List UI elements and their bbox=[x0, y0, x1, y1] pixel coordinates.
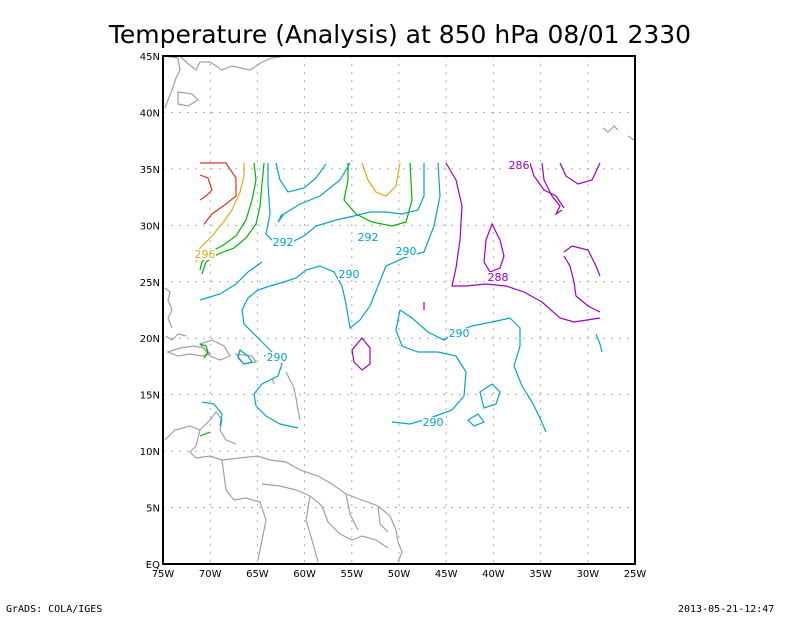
lat-tick-label: 40N bbox=[140, 108, 160, 119]
coastlines bbox=[164, 55, 635, 563]
map-title: Temperature (Analysis) at 850 hPa 08/01 … bbox=[108, 20, 691, 49]
lat-tick-label: 15N bbox=[140, 391, 160, 402]
latitude-tick-labels: 45N 40N 35N 30N 25N 20N 15N 10N 5N EQ bbox=[140, 52, 160, 571]
grid-lines bbox=[163, 56, 635, 564]
contour-labels: 296 292 292 290 290 290 290 290 286 288 bbox=[194, 159, 530, 429]
contour-orange bbox=[195, 162, 401, 263]
map-frame bbox=[162, 55, 636, 565]
lon-tick-label: 70W bbox=[199, 569, 222, 580]
lon-tick-label: 60W bbox=[293, 569, 316, 580]
contour-label: 290 bbox=[423, 416, 444, 429]
contour-label: 290 bbox=[449, 327, 470, 340]
contour-label: 292 bbox=[358, 231, 379, 244]
footer-left: GrADS: COLA/IGES bbox=[6, 604, 103, 615]
lon-tick-label: 75W bbox=[152, 569, 175, 580]
lon-tick-label: 25W bbox=[624, 569, 647, 580]
lat-tick-label: 35N bbox=[140, 165, 160, 176]
contour-red bbox=[199, 162, 237, 225]
lat-tick-label: 45N bbox=[140, 52, 160, 63]
lat-tick-label: 20N bbox=[140, 334, 160, 345]
footer-right: 2013-05-21-12:47 bbox=[678, 604, 775, 615]
lon-tick-label: 65W bbox=[246, 569, 269, 580]
lat-tick-label: EQ bbox=[146, 560, 160, 571]
contour-label: 290 bbox=[267, 351, 288, 364]
contour-label: 290 bbox=[339, 268, 360, 281]
lat-tick-label: 5N bbox=[146, 504, 160, 515]
lon-tick-label: 45W bbox=[435, 569, 458, 580]
lon-tick-label: 40W bbox=[482, 569, 505, 580]
lat-tick-label: 25N bbox=[140, 278, 160, 289]
lon-tick-label: 50W bbox=[388, 569, 411, 580]
contour-cyan bbox=[199, 162, 603, 433]
contour-label: 288 bbox=[488, 271, 509, 284]
lon-tick-label: 35W bbox=[529, 569, 552, 580]
contour-label: 292 bbox=[273, 236, 294, 249]
lat-tick-label: 10N bbox=[140, 447, 160, 458]
lat-tick-label: 30N bbox=[140, 221, 160, 232]
contour-label: 286 bbox=[509, 159, 530, 172]
longitude-tick-labels: 75W 70W 65W 60W 55W 50W 45W 40W 35W 30W 25W bbox=[152, 569, 647, 580]
contour-label: 290 bbox=[396, 245, 417, 258]
lon-tick-label: 30W bbox=[576, 569, 599, 580]
contour-label: 296 bbox=[195, 248, 216, 261]
contour-purple bbox=[351, 162, 601, 371]
lon-tick-label: 55W bbox=[340, 569, 363, 580]
